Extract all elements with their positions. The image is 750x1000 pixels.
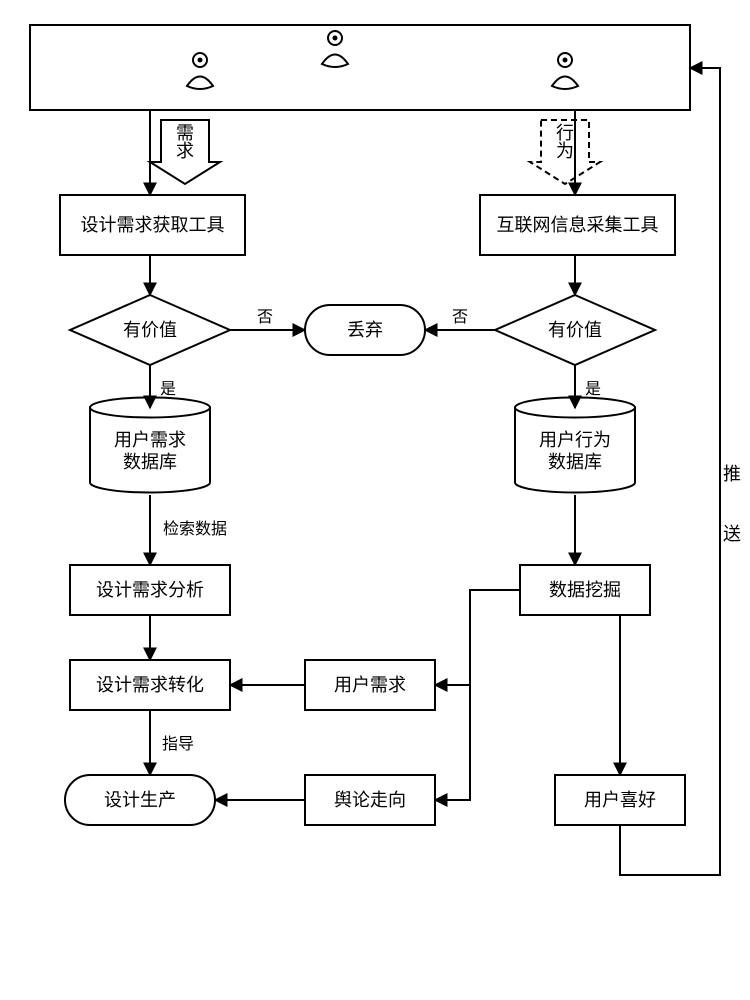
svg-text:用户需求: 用户需求 (114, 430, 186, 450)
svg-text:求: 求 (176, 141, 194, 161)
svg-text:用户需求: 用户需求 (334, 675, 406, 695)
svg-text:需: 需 (176, 123, 194, 143)
svg-text:数据库: 数据库 (123, 452, 177, 472)
svg-text:是: 是 (160, 381, 176, 398)
svg-text:检索数据: 检索数据 (163, 520, 227, 538)
svg-text:互联网信息采集工具: 互联网信息采集工具 (497, 215, 659, 235)
svg-text:设计需求获取工具: 设计需求获取工具 (81, 215, 225, 235)
svg-text:舆论走向: 舆论走向 (334, 790, 406, 810)
svg-text:送: 送 (723, 524, 741, 544)
svg-text:用户喜好: 用户喜好 (584, 790, 656, 810)
svg-text:设计需求分析: 设计需求分析 (96, 580, 204, 600)
svg-text:数据挖掘: 数据挖掘 (549, 580, 621, 600)
svg-text:有价值: 有价值 (548, 320, 602, 340)
svg-text:丢弃: 丢弃 (347, 320, 383, 340)
svg-text:用户行为: 用户行为 (539, 430, 611, 450)
svg-text:推: 推 (723, 464, 741, 484)
svg-text:有价值: 有价值 (123, 320, 177, 340)
svg-text:是: 是 (585, 381, 601, 398)
svg-text:数据库: 数据库 (548, 452, 602, 472)
svg-text:设计需求转化: 设计需求转化 (96, 675, 204, 695)
svg-text:否: 否 (257, 309, 273, 326)
svg-text:行: 行 (556, 123, 574, 143)
svg-text:否: 否 (452, 309, 468, 326)
flowchart-canvas: 需求行为设计需求获取工具互联网信息采集工具设计需求分析数据挖掘设计需求转化用户需… (0, 0, 750, 1000)
svg-text:为: 为 (556, 141, 574, 161)
svg-text:设计生产: 设计生产 (104, 790, 176, 810)
svg-text:指导: 指导 (162, 735, 194, 753)
